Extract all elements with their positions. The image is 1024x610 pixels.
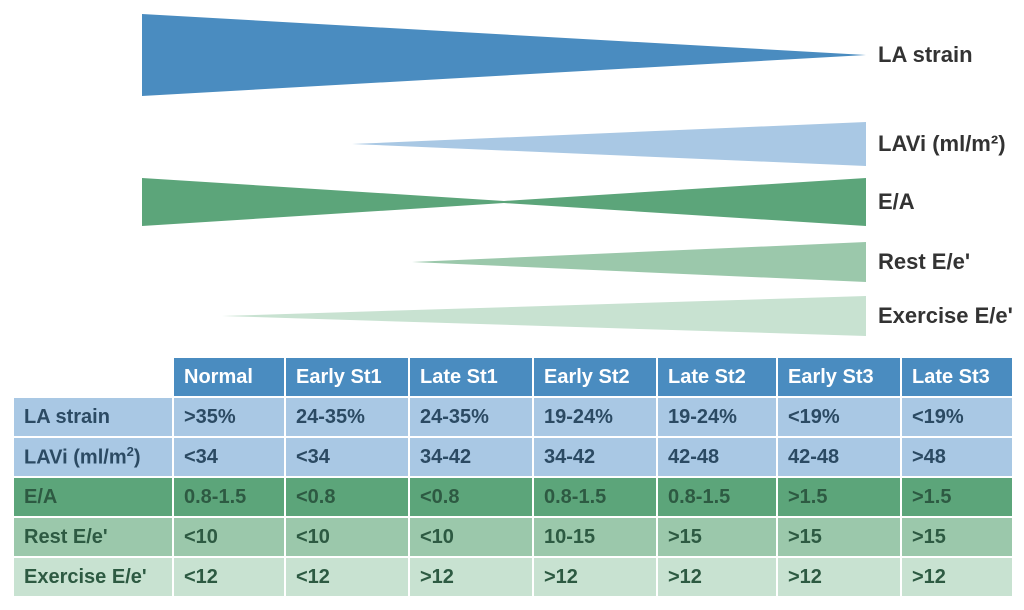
table-row-ea: E/A0.8-1.5<0.8<0.80.8-1.50.8-1.5>1.5>1.5 [13, 477, 1013, 517]
cell: <19% [777, 397, 901, 437]
wedge-chart-area: LA strain LAVi (ml/m²) E/A Rest E/e' Exercis… [12, 14, 1012, 348]
cell: 42-48 [777, 437, 901, 477]
table-row-rest-ee: Rest E/e'<10<10<1010-15>15>15>15 [13, 517, 1013, 557]
cell: >1.5 [777, 477, 901, 517]
cell: 19-24% [657, 397, 777, 437]
cell: >15 [901, 517, 1013, 557]
cell: >35% [173, 397, 285, 437]
row-label-lavi: LAVi (ml/m2) [13, 437, 173, 477]
header-blank [13, 357, 173, 397]
header-col: Early St1 [285, 357, 409, 397]
wedge-row-ex-ee: Exercise E/e' [12, 296, 1012, 336]
cell: >1.5 [901, 477, 1013, 517]
cell: >12 [901, 557, 1013, 597]
cell: 10-15 [533, 517, 657, 557]
cell: <12 [285, 557, 409, 597]
wedge-row-la-strain: LA strain [12, 14, 1012, 96]
cell: <19% [901, 397, 1013, 437]
table-row-lavi: LAVi (ml/m2)<34<3434-4234-4242-4842-48>4… [13, 437, 1013, 477]
wedge-row-lavi: LAVi (ml/m²) [12, 122, 1012, 166]
table-row-ex-ee: Exercise E/e'<12<12>12>12>12>12>12 [13, 557, 1013, 597]
header-col: Early St3 [777, 357, 901, 397]
row-label-ex-ee: Exercise E/e' [13, 557, 173, 597]
cell: <0.8 [409, 477, 533, 517]
cell: <0.8 [285, 477, 409, 517]
header-col: Normal [173, 357, 285, 397]
wedge-label-ex-ee: Exercise E/e' [866, 303, 1013, 329]
cell: 34-42 [409, 437, 533, 477]
cell: >12 [533, 557, 657, 597]
header-col: Late St1 [409, 357, 533, 397]
wedge-rest-ee [12, 242, 866, 282]
row-label-rest-ee: Rest E/e' [13, 517, 173, 557]
header-col: Early St2 [533, 357, 657, 397]
wedge-row-ea: E/A [12, 178, 1012, 226]
table-row-la-strain: LA strain>35%24-35%24-35%19-24%19-24%<19… [13, 397, 1013, 437]
wedge-la-strain [12, 14, 866, 96]
cell: 42-48 [657, 437, 777, 477]
cell: <34 [173, 437, 285, 477]
wedge-label-ea: E/A [866, 189, 915, 215]
cell: >48 [901, 437, 1013, 477]
wedge-ex-ee [12, 296, 866, 336]
header-col: Late St2 [657, 357, 777, 397]
cell: 34-42 [533, 437, 657, 477]
cell: 24-35% [409, 397, 533, 437]
wedge-label-lavi: LAVi (ml/m²) [866, 131, 1006, 157]
cell: <12 [173, 557, 285, 597]
cell: 0.8-1.5 [657, 477, 777, 517]
cell: <34 [285, 437, 409, 477]
cell: <10 [409, 517, 533, 557]
row-label-la-strain: LA strain [13, 397, 173, 437]
cell: 24-35% [285, 397, 409, 437]
cell: >15 [777, 517, 901, 557]
wedge-lavi [12, 122, 866, 166]
cell: <10 [173, 517, 285, 557]
header-col: Late St3 [901, 357, 1013, 397]
cell: 0.8-1.5 [173, 477, 285, 517]
cell: 19-24% [533, 397, 657, 437]
cell: >12 [657, 557, 777, 597]
cell: >12 [409, 557, 533, 597]
cell: >12 [777, 557, 901, 597]
cell: >15 [657, 517, 777, 557]
stages-table: NormalEarly St1Late St1Early St2Late St2… [12, 356, 1014, 598]
row-label-ea: E/A [13, 477, 173, 517]
wedge-ea [12, 178, 866, 226]
cell: <10 [285, 517, 409, 557]
cell: 0.8-1.5 [533, 477, 657, 517]
wedge-label-la-strain: LA strain [866, 42, 973, 68]
wedge-label-rest-ee: Rest E/e' [866, 249, 970, 275]
wedge-row-rest-ee: Rest E/e' [12, 242, 1012, 282]
table-header-row: NormalEarly St1Late St1Early St2Late St2… [13, 357, 1013, 397]
